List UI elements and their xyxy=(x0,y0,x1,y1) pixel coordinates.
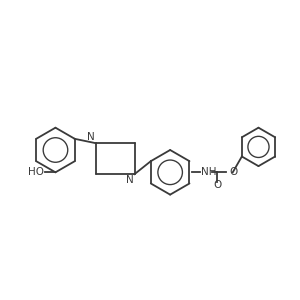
Text: O: O xyxy=(213,180,221,190)
Text: N: N xyxy=(87,132,94,142)
Text: O: O xyxy=(229,167,237,177)
Text: N: N xyxy=(125,176,133,185)
Text: NH: NH xyxy=(201,167,217,177)
Text: HO: HO xyxy=(28,167,44,177)
